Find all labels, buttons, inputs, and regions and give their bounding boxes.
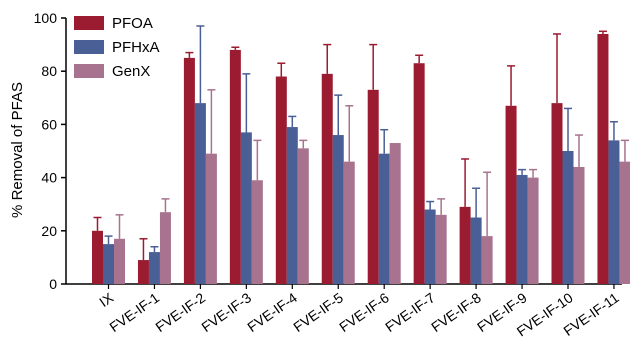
legend-swatch-pfhxa: [74, 40, 104, 54]
bar-genx: [527, 177, 539, 284]
x-tick-label: FVE-IF-6: [336, 289, 392, 335]
y-axis: 0 20 40 60 80 100: [34, 10, 67, 292]
bar-genx: [114, 238, 125, 284]
error-bars: [93, 25, 629, 261]
x-tick-label: FVE-IF-3: [198, 289, 254, 335]
legend-label-genx: GenX: [112, 63, 150, 80]
legend-label-pfhxa: PFHxA: [112, 39, 160, 56]
x-tick-label: FVE-IF-1: [106, 289, 162, 335]
bar-pfoa: [275, 76, 287, 285]
y-tick-label: 60: [41, 116, 57, 132]
bar-genx: [435, 214, 447, 284]
bar-genx: [619, 161, 630, 284]
bar-genx: [389, 143, 401, 284]
bar-pfoa: [597, 33, 609, 285]
legend: PFOA PFHxA GenX: [74, 15, 160, 80]
bar-genx: [297, 148, 309, 284]
bar-genx: [343, 161, 355, 284]
x-tick-label: FVE-IF-8: [428, 289, 484, 335]
x-axis: IXFVE-IF-1FVE-IF-2FVE-IF-3FVE-IF-4FVE-IF…: [66, 283, 622, 339]
bar-genx: [573, 166, 585, 284]
bar-pfoa: [459, 206, 471, 284]
x-tick-label: FVE-IF-7: [382, 289, 438, 335]
bar-pfhxa: [608, 140, 620, 284]
bar-genx: [251, 180, 263, 284]
x-tick-label: IX: [96, 289, 117, 310]
bars: [92, 33, 630, 285]
bar-pfoa: [92, 230, 103, 284]
bar-pfhxa: [470, 217, 482, 284]
legend-swatch-pfoa: [74, 16, 104, 30]
bar-pfoa: [183, 57, 195, 285]
y-axis-title: % Removal of PFAS: [9, 82, 26, 218]
bar-pfhxa: [562, 151, 574, 284]
x-tick-label: FVE-IF-5: [290, 289, 346, 335]
bar-pfhxa: [240, 132, 252, 284]
bar-pfhxa: [286, 127, 298, 284]
bar-pfoa: [413, 63, 425, 284]
bar-genx: [159, 212, 171, 284]
y-tick-label: 100: [34, 10, 58, 26]
y-tick-label: 0: [49, 276, 57, 292]
bar-pfoa: [505, 105, 517, 284]
legend-swatch-genx: [74, 64, 104, 78]
bar-pfoa: [229, 49, 241, 284]
y-tick-label: 20: [41, 223, 57, 239]
legend-label-pfoa: PFOA: [112, 15, 153, 32]
bar-pfhxa: [332, 135, 344, 284]
bar-pfhxa: [516, 174, 528, 284]
bar-pfhxa: [103, 244, 114, 284]
x-tick-label: FVE-IF-4: [244, 289, 300, 335]
bar-pfoa: [321, 73, 333, 284]
bar-pfhxa: [378, 153, 390, 284]
x-tick-label: FVE-IF-2: [152, 289, 208, 335]
bar-pfoa: [551, 103, 563, 285]
bar-genx: [481, 236, 493, 284]
bar-pfhxa: [148, 252, 160, 284]
bar-pfhxa: [424, 209, 436, 284]
bar-genx: [205, 153, 217, 284]
bar-pfhxa: [194, 103, 206, 285]
bar-pfoa: [367, 89, 379, 284]
y-tick-label: 40: [41, 170, 57, 186]
bar-pfoa: [137, 260, 149, 284]
y-tick-label: 80: [41, 63, 57, 79]
